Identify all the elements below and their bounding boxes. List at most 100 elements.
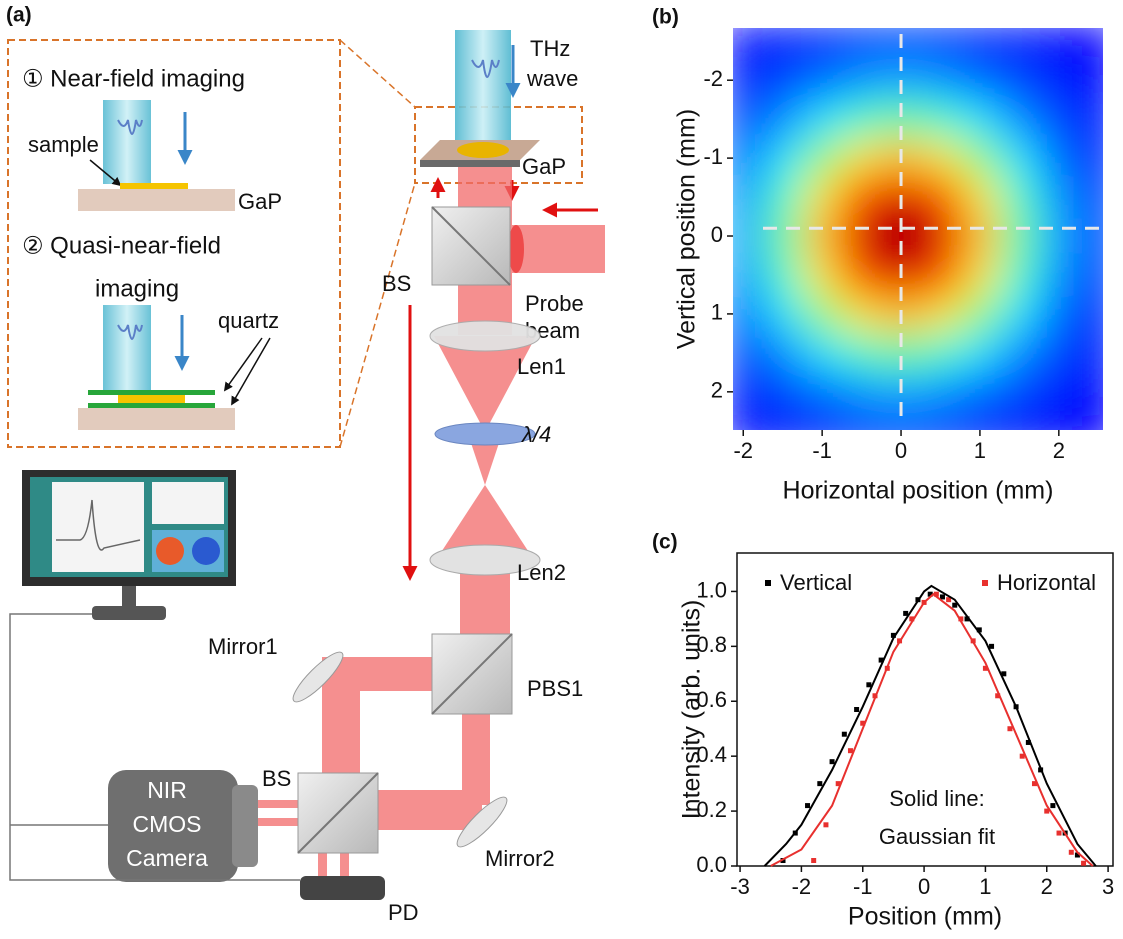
panel-a: (a) ① Near-field imaging sample GaP ② Qu… (6, 4, 605, 925)
x-tick-label: 3 (1102, 874, 1114, 899)
beam (318, 853, 327, 877)
heatmap-cell (842, 139, 882, 178)
heatmap-cell (802, 22, 842, 61)
heatmap-cell (842, 22, 882, 61)
heatmap-cell (1079, 372, 1119, 411)
heatmap-cell (842, 255, 882, 294)
data-point (830, 759, 835, 764)
sample (118, 395, 185, 403)
beam-splitter (298, 773, 378, 853)
beam (378, 790, 482, 830)
heatmap-cell (724, 255, 764, 294)
heatmap-cell (802, 333, 842, 372)
zoom-line (340, 183, 415, 447)
x-tick-label: 0 (918, 874, 930, 899)
heatmap-cell (842, 411, 882, 450)
screen-image (156, 537, 184, 565)
heatmap-cell (1000, 100, 1040, 139)
x-tick-label: -2 (792, 874, 812, 899)
sample (457, 142, 509, 158)
heatmap-cell (921, 217, 961, 256)
heatmap-cell (1079, 61, 1119, 100)
legend-marker (765, 580, 771, 586)
panel-label: (a) (6, 4, 32, 27)
x-tick-label: 2 (1053, 438, 1065, 463)
heatmap-cell (763, 139, 803, 178)
beam (510, 225, 605, 273)
heatmap-cell (921, 411, 961, 450)
heatmap-cell (1000, 333, 1040, 372)
heatmap-cell (960, 255, 1000, 294)
heatmap-cell (1079, 22, 1119, 61)
heatmap-cell (1039, 372, 1079, 411)
annotation: Solid line: (889, 786, 984, 811)
heatmap-cell (921, 333, 961, 372)
beam-splitter (432, 207, 510, 285)
polarizing-beam-splitter (432, 634, 512, 714)
heatmap-cell (960, 100, 1000, 139)
heatmap-cell (1000, 61, 1040, 100)
heatmap-cell (1079, 255, 1119, 294)
heatmap-cell (1039, 139, 1079, 178)
y-axis-label: Vertical position (mm) (673, 109, 701, 349)
x-tick-label: 2 (1041, 874, 1053, 899)
heatmap-cell (921, 61, 961, 100)
heatmap-cell (1000, 411, 1040, 450)
heatmap-cell (921, 100, 961, 139)
label: Len1 (517, 354, 566, 379)
monitor-stand (122, 586, 136, 606)
heatmap-cell (842, 217, 882, 256)
x-tick-label: 0 (895, 438, 907, 463)
camera-label: Camera (126, 845, 208, 871)
label: THz (530, 36, 570, 61)
beam (470, 440, 500, 485)
data-point (854, 707, 859, 712)
heatmap-cell (1039, 22, 1079, 61)
heatmap-cell (763, 217, 803, 256)
legend-label: Vertical (780, 570, 852, 595)
heatmap-cell (842, 61, 882, 100)
heatmap-cell (763, 178, 803, 217)
pointer (225, 338, 262, 390)
x-tick-label: -3 (730, 874, 750, 899)
quartz (88, 403, 215, 408)
x-tick-label: -1 (853, 874, 873, 899)
screen-image (192, 537, 220, 565)
heatmap-cell (724, 178, 764, 217)
screen-plot (152, 482, 224, 524)
thz-beam (103, 100, 151, 184)
data-point (811, 858, 816, 863)
label: BS (262, 766, 291, 791)
heatmap (724, 22, 1119, 451)
data-point (1057, 831, 1062, 836)
heatmap-cell (842, 100, 882, 139)
heatmap-cell (960, 22, 1000, 61)
label: PD (388, 900, 419, 925)
label: BS (382, 271, 411, 296)
heatmap-cell (802, 178, 842, 217)
heatmap-cell (1039, 255, 1079, 294)
beam (340, 853, 349, 877)
heatmap-cell (842, 178, 882, 217)
heatmap-cell (763, 61, 803, 100)
heatmap-cell (960, 139, 1000, 178)
heatmap-cell (1079, 178, 1119, 217)
label: λ/4 (521, 422, 551, 447)
heatmap-cell (802, 255, 842, 294)
y-tick-label: -1 (703, 144, 723, 169)
x-tick-label: 1 (979, 874, 991, 899)
heatmap-cell (1000, 22, 1040, 61)
figure: (a) ① Near-field imaging sample GaP ② Qu… (0, 0, 1123, 939)
y-tick-label: 2 (711, 378, 723, 403)
annotation: Gaussian fit (879, 824, 995, 849)
heatmap-cell (763, 100, 803, 139)
substrate (78, 408, 235, 430)
inset-title: ① Near-field imaging (22, 65, 245, 92)
label: GaP (522, 154, 566, 179)
waveplate (435, 423, 535, 445)
heatmap-cell (1039, 178, 1079, 217)
y-tick-label: 0 (711, 222, 723, 247)
page: {"diagram": {"label": "(a)", "inset": {"… (0, 0, 1123, 939)
camera-label: CMOS (133, 811, 202, 837)
heatmap-cell (960, 294, 1000, 333)
